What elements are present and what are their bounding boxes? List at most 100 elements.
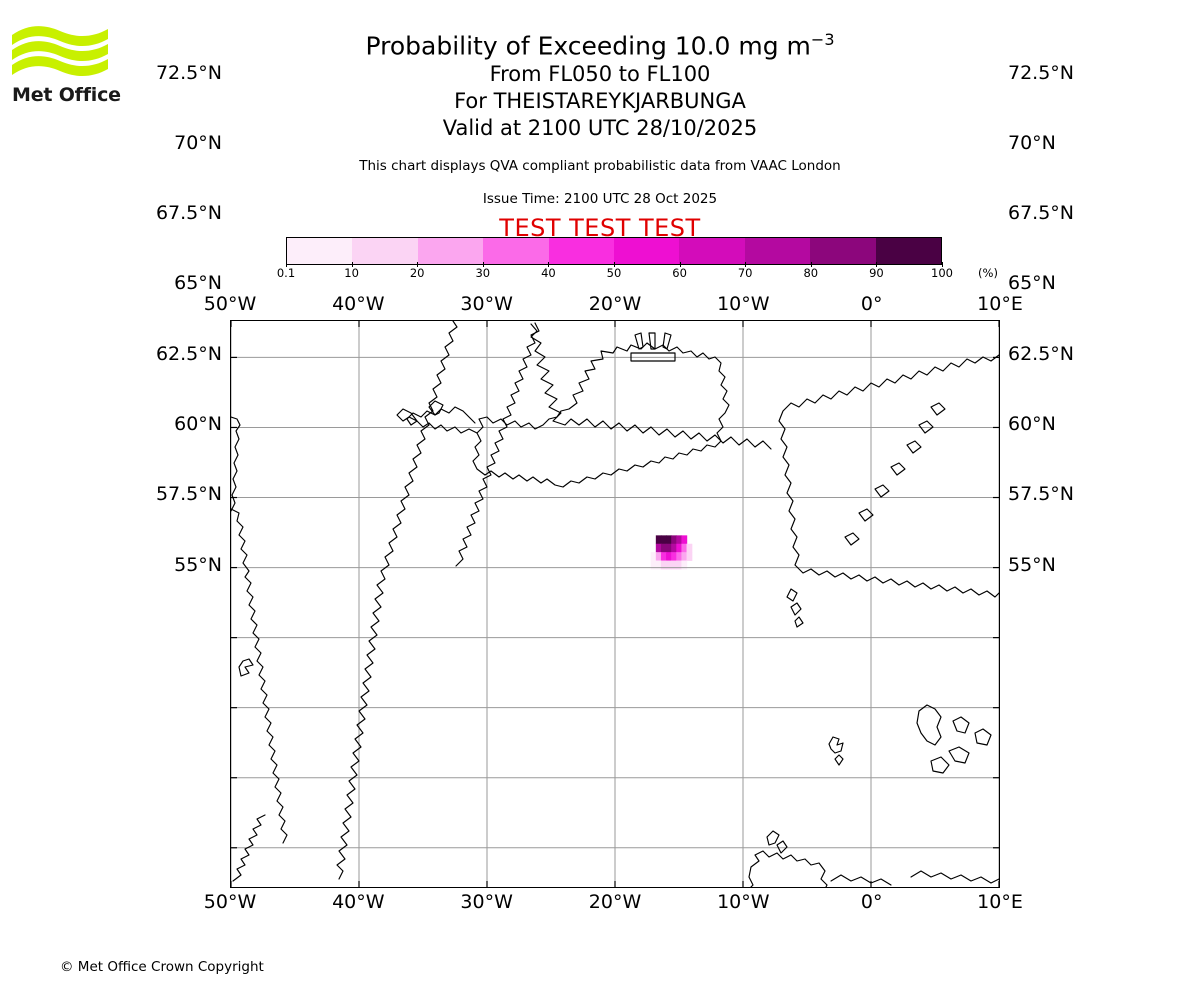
map-frame-ticks [231, 321, 999, 887]
ash-cell-18 [676, 552, 683, 561]
lat-label-left-62.5°N: 62.5°N [155, 342, 222, 365]
ash-cell-10 [676, 543, 683, 553]
ash-cell-21 [650, 560, 657, 570]
lat-label-left-67.5°N: 67.5°N [155, 202, 222, 225]
copyright-notice: © Met Office Crown Copyright [60, 959, 264, 975]
latitude-axis-left: 55°N 57.5°N 60°N 62.5°N 65°N 67.5°N 70°N 72.5°N [0, 36, 222, 604]
longitude-axis-top: 50°W 40°W 30°W 20°W 10°W 0° 10°E [0, 293, 1200, 317]
ash-cell-1 [660, 535, 667, 545]
lat-label-left-57.5°N: 57.5°N [155, 483, 222, 506]
ash-cell-24 [666, 560, 672, 570]
latitude-axis-right: 55°N 57.5°N 60°N 62.5°N 65°N 67.5°N 70°N 72.5°N [1008, 36, 1198, 604]
title-volcano: For THEISTAREYKJARBUNGA [454, 89, 746, 114]
colorbar-segment-3 [483, 238, 549, 264]
colorbar-tick-0.1: 0.1 [276, 266, 296, 280]
lon-label-top-10°E: 10°E [977, 293, 1023, 315]
map-plot-area[interactable] [230, 320, 1000, 888]
lon-label-bottom-50°W: 50°W [203, 891, 257, 913]
lat-label-right-65°N: 65°N [1008, 272, 1056, 295]
colorbar-tickmark-60 [679, 262, 681, 267]
map-canvas [231, 321, 999, 887]
lat-label-right-70°N: 70°N [1008, 131, 1056, 154]
ash-cell-5 [681, 535, 688, 545]
lon-label-top-10°W: 10°W [717, 293, 770, 315]
page-title: Probability of Exceeding 10.0 mg m−3 [0, 24, 1200, 61]
colorbar-tickmark-20 [417, 262, 419, 267]
colorbar-segment-1 [352, 238, 418, 264]
colorbar-tickmark-10 [351, 262, 353, 267]
colorbar-segment-7 [744, 238, 811, 264]
colorbar-segment-8 [810, 238, 876, 264]
lat-label-left-70°N: 70°N [174, 131, 222, 154]
colorbar-tick-40: 40 [541, 266, 556, 280]
ash-cell-20 [686, 552, 693, 561]
title-flight-levels: From FL050 to FL100 [489, 62, 711, 87]
lon-label-bottom-40°W: 40°W [332, 891, 385, 913]
lon-label-bottom-0°: 0° [860, 891, 883, 913]
lat-label-right-60°N: 60°N [1008, 413, 1056, 436]
probability-colorbar [286, 237, 942, 265]
lon-label-top-20°W: 20°W [588, 293, 642, 315]
page-title-text: Probability of Exceeding 10.0 mg m [365, 31, 811, 61]
lat-label-right-67.5°N: 67.5°N [1008, 202, 1075, 225]
map-gridlines [231, 321, 999, 887]
ash-cell-6 [655, 543, 662, 553]
met-office-wave-icon [12, 26, 108, 77]
colorbar-tick-50: 50 [606, 266, 622, 280]
lat-label-right-55°N: 55°N [1008, 553, 1056, 576]
ash-cell-17 [671, 552, 677, 561]
ash-cell-3 [671, 535, 677, 545]
colorbar-tick-30: 30 [475, 266, 491, 280]
lon-label-bottom-30°W: 30°W [460, 891, 513, 913]
colorbar-tick-labels: (%) 0.1 10 20 30 40 50 60 70 80 90 100 [246, 262, 1006, 284]
lon-label-bottom-10°E: 10°E [977, 891, 1023, 913]
lat-label-left-65°N: 65°N [174, 272, 222, 295]
met-office-logo: Met Office [10, 22, 130, 112]
lat-label-right-72.5°N: 72.5°N [1008, 61, 1075, 84]
ash-probability-cells [650, 535, 693, 570]
colorbar-tick-70: 70 [737, 266, 753, 280]
ash-cell-23 [660, 560, 667, 570]
ash-cell-4 [676, 535, 683, 545]
issue-time: Issue Time: 2100 UTC 28 Oct 2025 [482, 191, 718, 207]
lat-label-left-60°N: 60°N [174, 413, 222, 436]
ash-cell-15 [660, 552, 667, 561]
coastlines [231, 321, 999, 887]
colorbar-segment-9 [875, 238, 942, 264]
colorbar-tickmark-100 [942, 262, 943, 267]
lon-label-top-50°W: 50°W [203, 293, 257, 315]
colorbar-tickmark-90 [876, 262, 878, 267]
colorbar-tickmark-50 [614, 262, 615, 267]
ash-cell-27 [681, 560, 688, 570]
ash-cell-7 [660, 543, 667, 553]
ash-cell-13 [650, 552, 657, 561]
colorbar-segment-6 [679, 238, 745, 264]
lat-label-left-55°N: 55°N [174, 553, 222, 576]
ash-cell-2 [666, 535, 672, 545]
lon-label-top-30°W: 30°W [460, 293, 513, 315]
colorbar-swatches [286, 237, 942, 265]
ash-cell-12 [686, 543, 693, 553]
ash-cell-11 [681, 543, 688, 553]
lon-label-bottom-20°W: 20°W [588, 891, 642, 913]
lon-label-bottom-10°W: 10°W [717, 891, 770, 913]
colorbar-unit-label: (%) [978, 266, 998, 280]
colorbar-tickmark-80 [810, 262, 812, 267]
ash-cell-0 [655, 535, 662, 545]
colorbar-segment-2 [417, 238, 484, 264]
chart-note: This chart displays QVA compliant probab… [359, 158, 841, 174]
lon-label-top-0°: 0° [860, 293, 883, 315]
met-office-logo-text: Met Office [12, 84, 121, 106]
colorbar-tick-100: 100 [931, 266, 953, 280]
ash-cell-26 [676, 560, 683, 570]
colorbar-tick-20: 20 [409, 266, 425, 280]
colorbar-tick-60: 60 [672, 266, 687, 280]
lat-label-left-72.5°N: 72.5°N [155, 61, 222, 84]
lat-label-right-57.5°N: 57.5°N [1008, 483, 1075, 506]
lat-label-right-62.5°N: 62.5°N [1008, 342, 1075, 365]
ash-cell-16 [666, 552, 672, 561]
lon-label-top-40°W: 40°W [332, 293, 385, 315]
colorbar-tickmark-30 [482, 262, 484, 267]
colorbar-tick-10: 10 [344, 266, 359, 280]
ash-cell-19 [681, 552, 688, 561]
